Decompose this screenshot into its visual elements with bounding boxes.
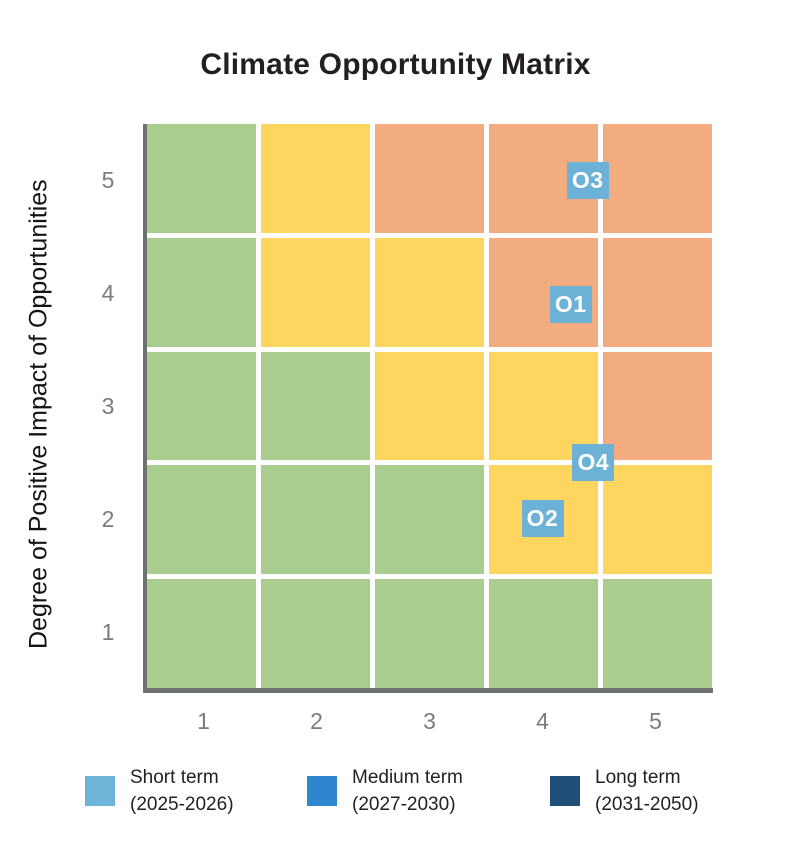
matrix-cell <box>261 124 370 233</box>
legend-label: Medium term (2027-2030) <box>352 764 463 818</box>
x-tick-label: 1 <box>197 708 210 734</box>
legend-range-text: (2031-2050) <box>595 794 699 815</box>
opportunity-marker-o2: O2 <box>521 500 564 538</box>
matrix-cell <box>261 237 370 347</box>
legend-label: Short term (2025-2026) <box>130 764 234 818</box>
legend-swatch <box>307 776 337 806</box>
y-tick-label: 4 <box>101 280 115 307</box>
y-axis-line <box>143 124 147 693</box>
legend-swatch <box>85 776 115 806</box>
y-tick-label: 5 <box>101 167 115 194</box>
legend-term-text: Long term <box>595 767 681 788</box>
x-tick-label: 3 <box>423 708 436 734</box>
matrix-cell <box>375 237 484 347</box>
x-tick-label: 4 <box>536 708 549 734</box>
y-tick-label: 3 <box>101 393 115 419</box>
matrix-grid <box>147 124 712 688</box>
matrix-cell <box>261 465 370 575</box>
opportunity-marker-o1: O1 <box>549 285 592 323</box>
matrix-cell <box>375 124 484 233</box>
y-axis-label: Degree of Positive Impact of Opportuniti… <box>24 179 53 649</box>
matrix-cell <box>261 579 370 688</box>
legend-range-text: (2027-2030) <box>352 794 456 815</box>
matrix-cell <box>489 351 598 461</box>
matrix-cell <box>489 579 598 688</box>
x-tick-label: 5 <box>649 708 662 734</box>
plot-area: O3 O1 O4 O2 <box>147 124 712 688</box>
legend-term-text: Medium term <box>352 767 463 788</box>
x-axis-line <box>143 688 713 693</box>
matrix-cell <box>603 351 712 461</box>
matrix-cell <box>147 237 256 347</box>
chart-title: Climate Opportunity Matrix <box>200 48 591 81</box>
matrix-cell <box>603 124 712 233</box>
legend-range-text: (2025-2026) <box>130 794 234 815</box>
matrix-cell <box>603 237 712 347</box>
legend-term-text: Short term <box>130 767 219 788</box>
y-tick-label: 2 <box>101 505 115 532</box>
matrix-cell <box>603 465 712 575</box>
matrix-cell <box>375 579 484 688</box>
matrix-cell <box>375 351 484 461</box>
matrix-cell <box>603 579 712 688</box>
matrix-cell <box>375 465 484 575</box>
matrix-cell <box>147 124 256 233</box>
matrix-cell <box>147 465 256 575</box>
legend-label: Long term (2031-2050) <box>595 764 699 818</box>
matrix-cell <box>147 579 256 688</box>
y-tick-label: 1 <box>101 618 115 645</box>
matrix-cell <box>147 351 256 461</box>
opportunity-marker-o4: O4 <box>572 443 615 481</box>
legend: Short term (2025-2026) Medium term (2027-20… <box>0 758 791 838</box>
x-tick-label: 2 <box>310 708 323 734</box>
matrix-cell <box>261 351 370 461</box>
legend-swatch <box>550 776 580 806</box>
opportunity-marker-o3: O3 <box>566 161 609 199</box>
